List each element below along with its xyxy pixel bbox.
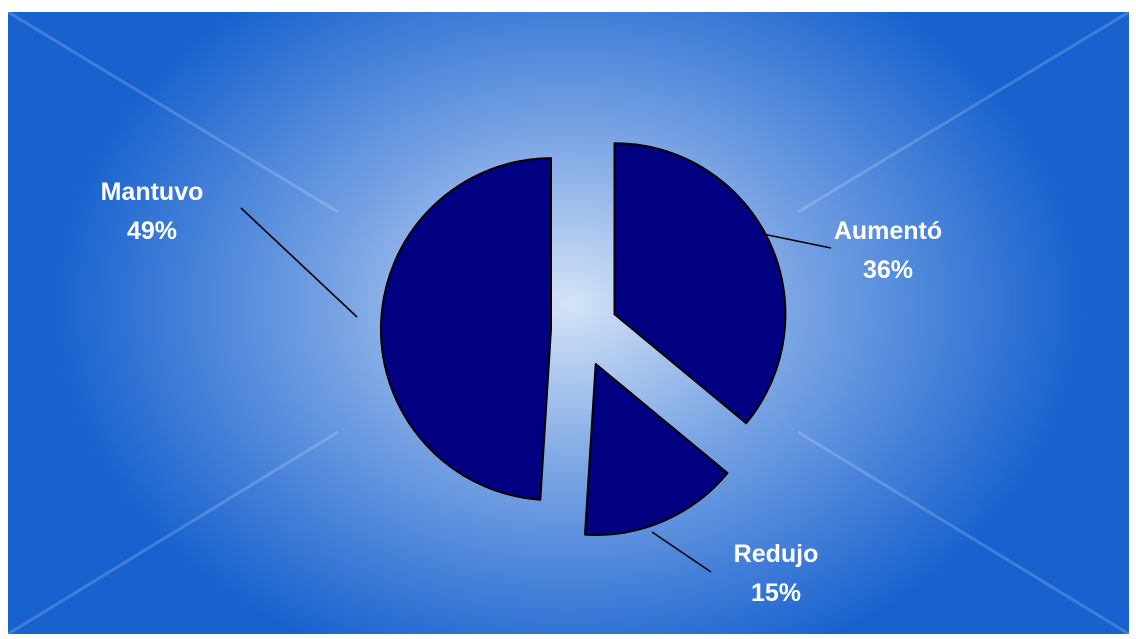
pie-chart: Aumentó 36% Redujo 15% Mantuvo 49%	[101, 142, 942, 607]
pie-slice-aumento	[613, 142, 787, 425]
slice-label-redujo: Redujo	[734, 540, 819, 568]
slice-percent-mantuvo: 49%	[127, 217, 177, 245]
leader-line-mantuvo	[240, 207, 358, 318]
slice-group-redujo: Redujo 15%	[584, 363, 819, 607]
slice-percent-aumento: 36%	[863, 256, 913, 284]
chart-background: Aumentó 36% Redujo 15% Mantuvo 49%	[8, 12, 1129, 634]
leader-line-aumento	[762, 233, 832, 249]
slice-group-mantuvo: Mantuvo 49%	[101, 157, 552, 501]
slice-label-mantuvo: Mantuvo	[101, 178, 204, 206]
slice-label-aumento: Aumentó	[834, 217, 942, 245]
slice-group-aumento: Aumentó 36%	[613, 142, 942, 425]
background-bevel	[8, 12, 1129, 634]
leader-line-redujo	[651, 531, 712, 573]
slice-percent-redujo: 15%	[751, 579, 801, 607]
pie-slice-mantuvo	[379, 157, 552, 501]
pie-slice-redujo	[584, 363, 729, 536]
